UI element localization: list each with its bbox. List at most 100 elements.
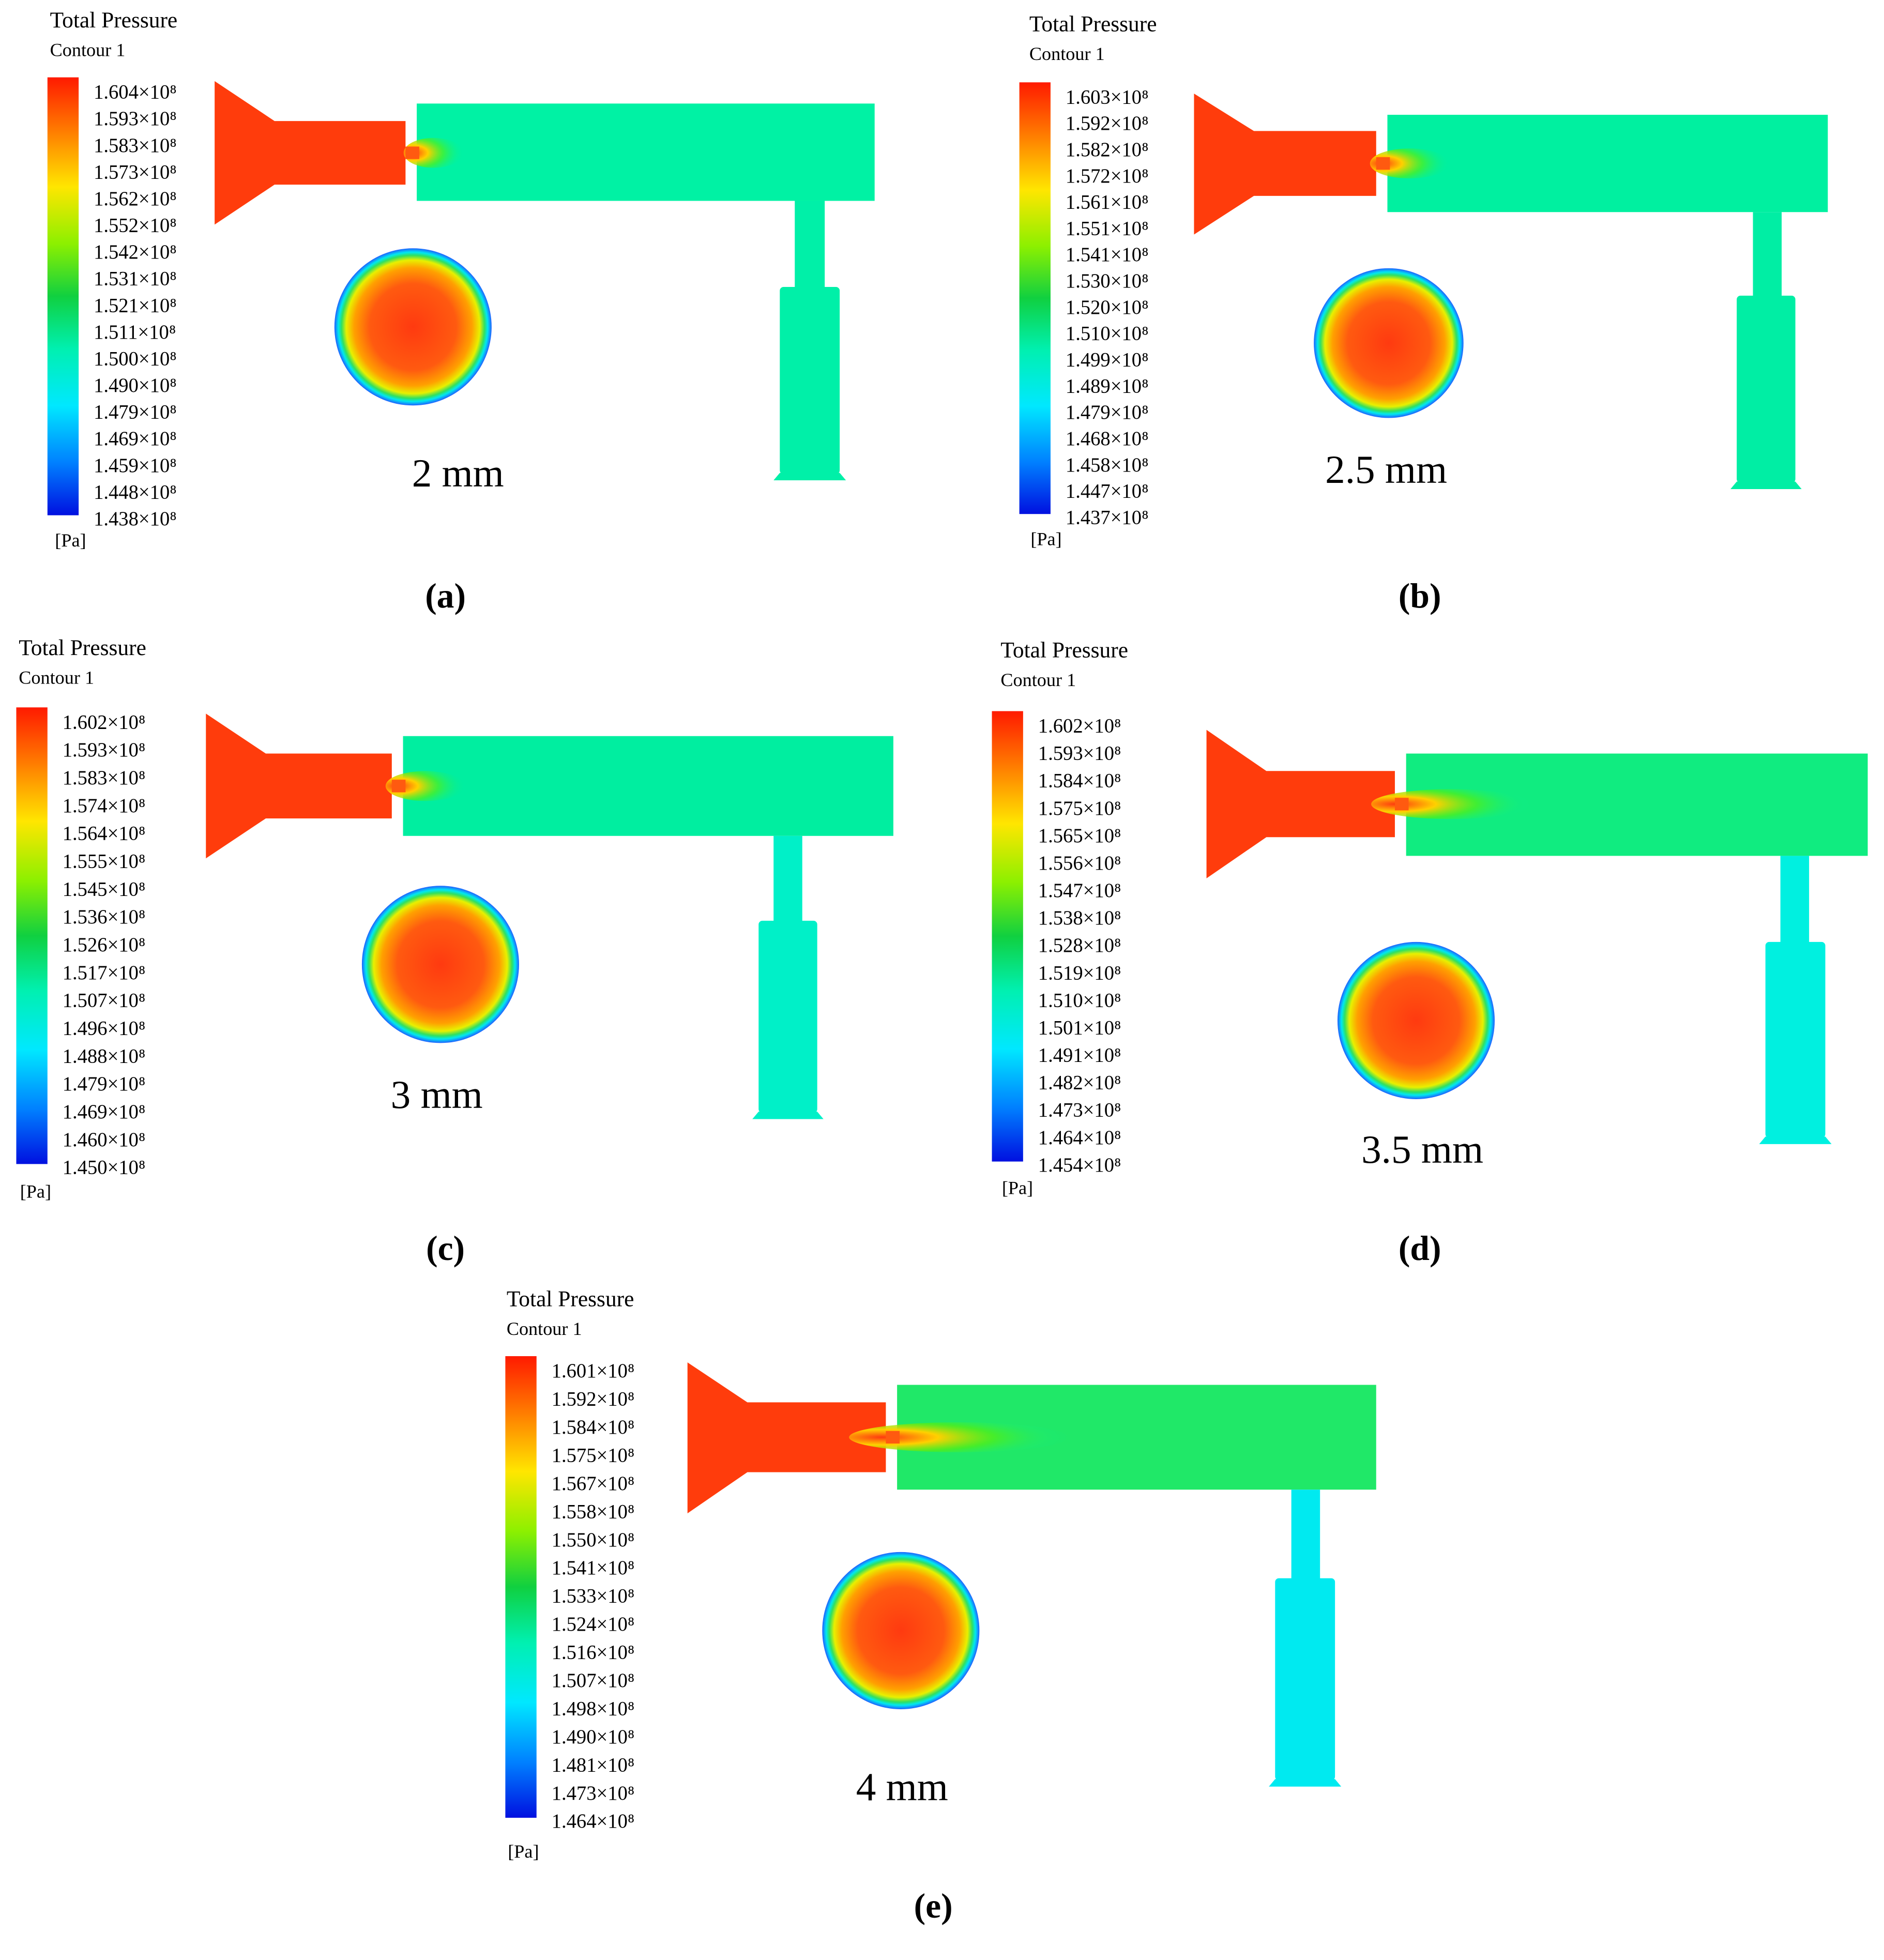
colorbar-label: 1.516×10⁸ [552, 1642, 635, 1664]
colorbar-unit: [Pa] [55, 530, 86, 551]
nozzle-jet [385, 771, 466, 801]
legend-title: Total Pressure [507, 1287, 634, 1312]
colorbar-label: 1.542×10⁸ [94, 241, 177, 263]
colorbar-label: 1.520×10⁸ [1066, 297, 1149, 318]
main-pipe [403, 736, 893, 836]
lower-chamber [1737, 295, 1796, 483]
colorbar-label: 1.574×10⁸ [63, 795, 146, 817]
colorbar-label: 1.469×10⁸ [94, 428, 177, 450]
colorbar-label: 1.538×10⁸ [1038, 907, 1121, 929]
legend-title: Total Pressure [1029, 11, 1157, 36]
colorbar-label: 1.454×10⁸ [1038, 1154, 1121, 1176]
colorbar-label: 1.519×10⁸ [1038, 962, 1121, 984]
colorbar [47, 77, 79, 515]
colorbar-label: 1.490×10⁸ [94, 375, 177, 397]
colorbar-label: 1.526×10⁸ [63, 934, 146, 956]
colorbar-label: 1.561×10⁸ [1066, 192, 1149, 214]
colorbar-label: 1.533×10⁸ [552, 1586, 635, 1607]
colorbar [992, 711, 1023, 1162]
lower-chamber [1765, 941, 1826, 1138]
dimension-label: 4 mm [856, 1765, 948, 1809]
legend-subtitle: Contour 1 [1000, 670, 1076, 690]
nozzle [1394, 798, 1409, 811]
inlet-cone [687, 1362, 886, 1514]
colorbar-label: 1.458×10⁸ [1066, 454, 1149, 476]
colorbar-label: 1.551×10⁸ [1066, 218, 1149, 239]
colorbar-label: 1.573×10⁸ [94, 161, 177, 183]
legend-subtitle: Contour 1 [1029, 43, 1105, 64]
main-pipe [1387, 115, 1828, 212]
cross-section [822, 1552, 980, 1709]
colorbar-label: 1.555×10⁸ [63, 850, 146, 872]
cross-section [361, 886, 519, 1043]
nozzle-jet [1370, 148, 1450, 179]
panel-label: (c) [426, 1229, 465, 1268]
nozzle [886, 1431, 900, 1444]
colorbar-label: 1.473×10⁸ [1038, 1100, 1121, 1121]
colorbar-label: 1.517×10⁸ [63, 962, 146, 984]
colorbar-label: 1.510×10⁸ [1038, 990, 1121, 1011]
colorbar-label: 1.447×10⁸ [1066, 481, 1149, 503]
main-pipe [417, 103, 875, 201]
colorbar-label: 1.530×10⁸ [1066, 270, 1149, 292]
legend-title: Total Pressure [1000, 638, 1128, 663]
colorbar-label: 1.593×10⁸ [1038, 743, 1121, 765]
lower-chamber [1275, 1578, 1335, 1781]
inlet-cone [1206, 730, 1395, 878]
colorbar-label: 1.469×10⁸ [63, 1101, 146, 1123]
colorbar-label: 1.602×10⁸ [1038, 715, 1121, 737]
colorbar-label: 1.575×10⁸ [552, 1445, 635, 1466]
dimension-label: 3.5 mm [1361, 1127, 1483, 1172]
colorbar-label: 1.521×10⁸ [94, 295, 177, 316]
colorbar-label: 1.584×10⁸ [1038, 770, 1121, 792]
colorbar-label: 1.593×10⁸ [94, 108, 177, 130]
colorbar-label: 1.583×10⁸ [63, 767, 146, 789]
stem [1753, 212, 1782, 298]
colorbar-unit: [Pa] [1002, 1177, 1033, 1198]
colorbar-label: 1.524×10⁸ [552, 1614, 635, 1635]
colorbar-label: 1.498×10⁸ [552, 1698, 635, 1720]
colorbar-label: 1.550×10⁸ [552, 1529, 635, 1551]
inlet-cone [1194, 93, 1376, 235]
colorbar [16, 707, 48, 1164]
colorbar-label: 1.459×10⁸ [94, 455, 177, 477]
chamber-base [1759, 1136, 1832, 1144]
stem [773, 835, 802, 923]
colorbar-label: 1.499×10⁸ [1066, 350, 1149, 371]
colorbar-label: 1.562×10⁸ [94, 188, 177, 210]
inlet-cone [215, 81, 406, 225]
colorbar-unit: [Pa] [1030, 529, 1061, 550]
dimension-label: 2 mm [412, 451, 504, 495]
dimension-label: 3 mm [391, 1072, 483, 1117]
colorbar-label: 1.541×10⁸ [552, 1557, 635, 1579]
dimension-label: 2.5 mm [1325, 447, 1447, 492]
colorbar-label: 1.602×10⁸ [63, 711, 146, 733]
colorbar-label: 1.603×10⁸ [1066, 86, 1149, 108]
colorbar-label: 1.460×10⁸ [63, 1129, 146, 1151]
colorbar-label: 1.575×10⁸ [1038, 798, 1121, 819]
colorbar-label: 1.473×10⁸ [552, 1783, 635, 1804]
colorbar-label: 1.536×10⁸ [63, 906, 146, 928]
panel-label: (d) [1399, 1229, 1441, 1268]
colorbar-label: 1.490×10⁸ [552, 1726, 635, 1748]
colorbar-label: 1.438×10⁸ [94, 508, 177, 530]
colorbar-label: 1.545×10⁸ [63, 878, 146, 900]
colorbar-label: 1.564×10⁸ [63, 823, 146, 845]
colorbar-label: 1.592×10⁸ [552, 1389, 635, 1410]
colorbar-label: 1.572×10⁸ [1066, 165, 1149, 187]
colorbar-label: 1.541×10⁸ [1066, 244, 1149, 266]
colorbar-label: 1.488×10⁸ [63, 1045, 146, 1067]
colorbar-label: 1.507×10⁸ [63, 990, 146, 1012]
nozzle [1376, 157, 1390, 170]
chamber-base [752, 1112, 824, 1119]
colorbar-label: 1.547×10⁸ [1038, 880, 1121, 902]
colorbar-label: 1.496×10⁸ [63, 1018, 146, 1040]
chamber-base [1269, 1779, 1342, 1787]
colorbar-label: 1.583×10⁸ [94, 135, 177, 157]
colorbar-unit: [Pa] [508, 1841, 539, 1862]
legend-title: Total Pressure [19, 635, 146, 660]
colorbar [1019, 82, 1051, 514]
